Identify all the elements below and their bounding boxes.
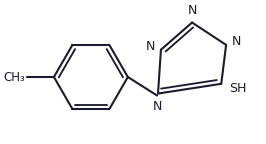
Text: SH: SH <box>229 82 246 95</box>
Text: N: N <box>232 35 241 49</box>
Text: N: N <box>152 100 162 113</box>
Text: N: N <box>146 40 155 53</box>
Text: N: N <box>187 4 197 17</box>
Text: CH₃: CH₃ <box>3 71 25 84</box>
